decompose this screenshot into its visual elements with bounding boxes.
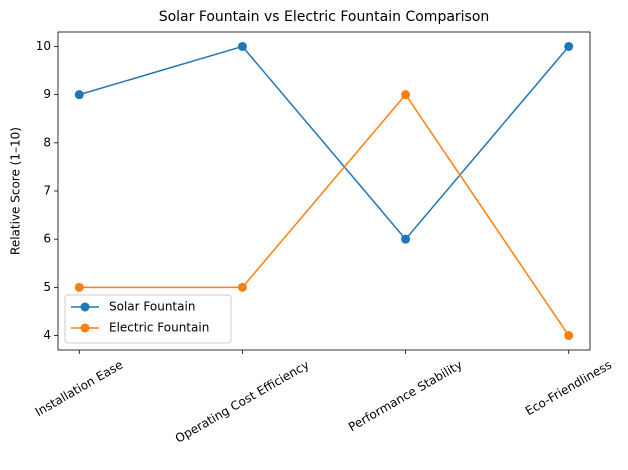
data-point bbox=[74, 90, 84, 100]
x-tick-label: Operating Cost Efficiency bbox=[173, 358, 312, 446]
y-tick-label: 7 bbox=[43, 184, 51, 198]
y-tick-label: 8 bbox=[43, 135, 51, 149]
data-point bbox=[237, 282, 247, 292]
series-line bbox=[79, 45, 570, 241]
y-tick-label: 6 bbox=[43, 232, 51, 246]
legend-box bbox=[64, 294, 232, 344]
y-tick-label: 9 bbox=[43, 87, 51, 101]
x-tick-label: Eco-Friendliness bbox=[523, 358, 614, 419]
y-tick-label: 4 bbox=[43, 328, 51, 342]
x-tick-label: Performance Stability bbox=[346, 358, 465, 435]
legend-label: Electric Fountain bbox=[109, 321, 209, 335]
legend-marker bbox=[80, 302, 90, 312]
y-tick-label: 10 bbox=[36, 39, 51, 53]
y-axis-label: Relative Score (1–10) bbox=[9, 127, 23, 255]
y-tick-label: 5 bbox=[43, 280, 51, 294]
data-point bbox=[564, 41, 574, 51]
data-point bbox=[74, 282, 84, 292]
data-point bbox=[237, 41, 247, 51]
x-tick-label: Installation Ease bbox=[33, 358, 126, 420]
chart-title: Solar Fountain vs Electric Fountain Comp… bbox=[159, 9, 490, 25]
legend: Solar Fountain Electric Fountain bbox=[64, 294, 232, 344]
data-point bbox=[564, 331, 574, 341]
legend-label: Solar Fountain bbox=[109, 300, 195, 314]
data-point bbox=[401, 234, 411, 244]
data-point bbox=[401, 90, 411, 100]
legend-marker bbox=[80, 323, 90, 333]
series-line bbox=[79, 93, 570, 336]
